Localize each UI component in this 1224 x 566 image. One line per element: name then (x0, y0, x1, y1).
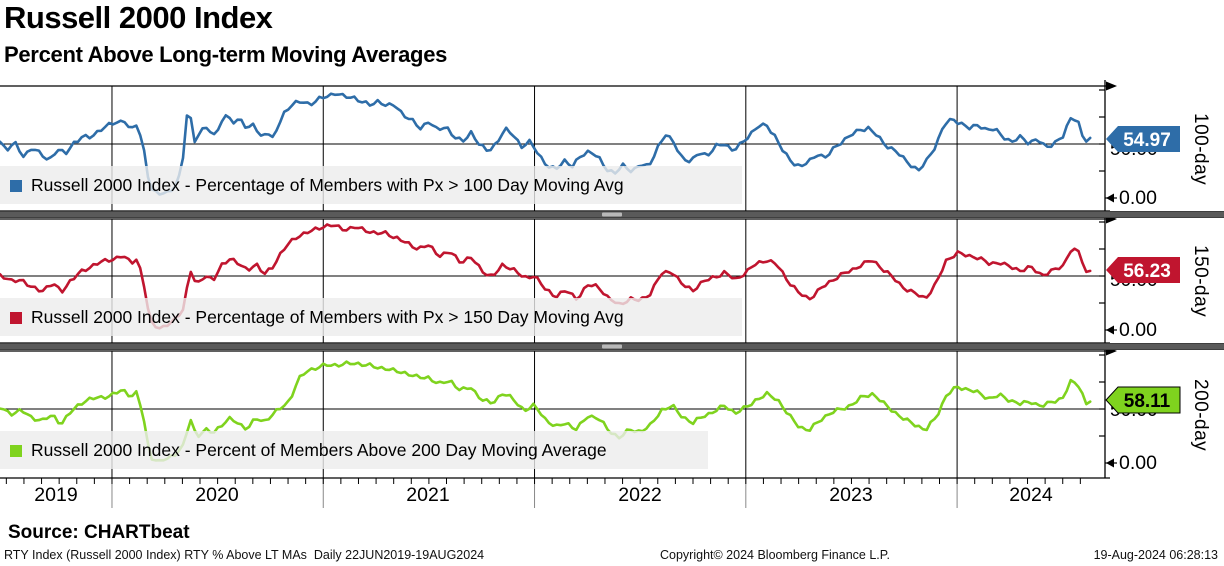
footer-timestamp: 19-Aug-2024 06:28:13 (1093, 548, 1218, 562)
last-value-label-200day: 58.11 (1124, 391, 1171, 412)
axes-frame (0, 80, 1224, 484)
x-tick-2023: 2023 (829, 484, 873, 506)
legend-label-100day: Russell 2000 Index - Percentage of Membe… (31, 175, 624, 195)
legend-bands (0, 166, 742, 469)
last-value-label-150day: 56.23 (1123, 261, 1171, 282)
panel-axis-label-200day: 200-day (1190, 378, 1211, 452)
value-tag-150-day (1106, 257, 1180, 283)
series-line-100-day (0, 92, 1092, 196)
legend-100day: Russell 2000 Index - Percentage of Membe… (10, 175, 624, 196)
legend-label-200day: Russell 2000 Index - Percent of Members … (31, 440, 607, 460)
legend-150day: Russell 2000 Index - Percentage of Membe… (10, 307, 624, 328)
y-tick-0-label-150day: 0.00 (1119, 319, 1157, 341)
legend-swatch-200day (10, 444, 22, 457)
chart-title: Russell 2000 Index (4, 0, 273, 35)
legend-swatch-150day (10, 311, 22, 324)
value-tag-100-day (1106, 126, 1180, 152)
y-tick-0-label-100day: 0.00 (1119, 187, 1157, 209)
legend-200day: Russell 2000 Index - Percent of Members … (10, 440, 607, 461)
x-tick-2024: 2024 (1009, 484, 1053, 506)
value-tags (1105, 126, 1181, 414)
legend-band (0, 166, 742, 204)
legend-swatch-100day (10, 179, 22, 192)
separator-grip[interactable] (602, 212, 622, 217)
legend-label-150day: Russell 2000 Index - Percentage of Membe… (31, 307, 624, 327)
series-lines (0, 92, 1092, 462)
x-tick-2021: 2021 (406, 484, 450, 506)
x-tick-2019: 2019 (34, 484, 78, 506)
separator-grip[interactable] (602, 344, 622, 349)
footer-copyright: Copyright© 2024 Bloomberg Finance L.P. (660, 548, 890, 562)
legend-band (0, 298, 742, 336)
panel-axis-label-150day: 150-day (1190, 245, 1211, 318)
x-tick-2022: 2022 (618, 484, 662, 506)
panel-axis-label-100day: 100-day (1190, 112, 1211, 186)
legend-band (0, 431, 708, 469)
source-line: Source: CHARTbeat (8, 522, 190, 543)
chart-subtitle: Percent Above Long-term Moving Averages (4, 42, 448, 67)
y-tick-0-label-200day: 0.00 (1119, 452, 1157, 474)
last-value-label-100day: 54.97 (1123, 130, 1171, 151)
value-tag-200-day (1105, 386, 1181, 414)
x-tick-2020: 2020 (195, 484, 239, 506)
footer-security-info: RTY Index (Russell 2000 Index) RTY % Abo… (4, 548, 485, 562)
